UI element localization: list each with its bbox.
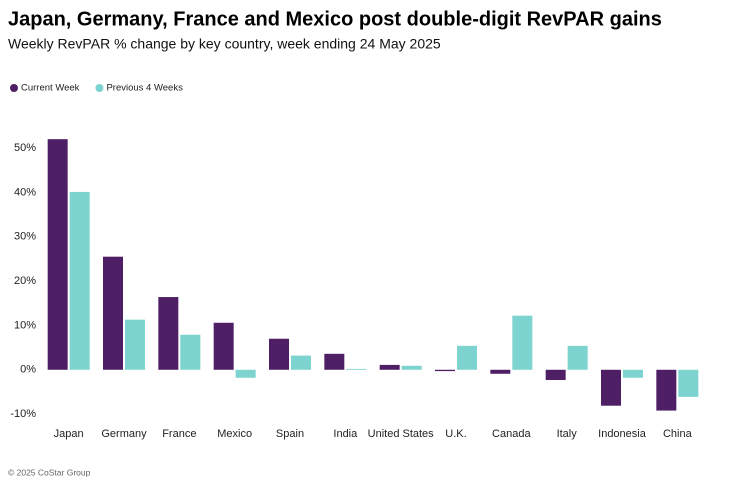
x-tick-label: France	[162, 428, 196, 440]
bar	[324, 353, 345, 370]
bar	[158, 297, 179, 370]
source: © 2025 CoStar Group	[8, 467, 91, 477]
bar	[235, 369, 256, 378]
bar	[512, 315, 533, 370]
bar	[435, 369, 455, 372]
x-tick-label: Italy	[557, 428, 578, 440]
y-tick-label: 30%	[14, 231, 36, 243]
bar	[47, 139, 68, 370]
bar	[678, 369, 699, 397]
x-tick-label: Japan	[54, 428, 84, 440]
bar	[601, 369, 621, 406]
x-tick-label: India	[333, 428, 358, 440]
bar	[457, 345, 477, 370]
bar	[269, 338, 289, 370]
x-tick-label: Canada	[492, 428, 531, 440]
x-tick-label: U.K.	[445, 428, 466, 440]
y-tick-label: 50%	[14, 142, 36, 154]
x-tick-label: Mexico	[217, 428, 252, 440]
bar	[103, 256, 123, 370]
y-tick-label: 20%	[14, 275, 36, 287]
x-tick-label: Germany	[101, 428, 147, 440]
legend-label: Previous 4 Weeks	[106, 83, 183, 94]
legend-swatch	[95, 84, 104, 92]
bar	[69, 191, 90, 370]
x-tick-label: United States	[368, 428, 435, 440]
bar	[213, 322, 234, 370]
legend-label: Current Week	[21, 83, 80, 94]
bar	[623, 369, 643, 378]
bar	[545, 369, 566, 380]
bar	[291, 355, 311, 370]
bar	[180, 334, 201, 370]
x-tick-label: China	[663, 428, 693, 440]
y-tick-label: 0%	[20, 364, 36, 376]
chart-subtitle: Weekly RevPAR % change by key country, w…	[8, 36, 441, 52]
x-tick-label: Spain	[276, 428, 304, 440]
bar	[401, 365, 422, 370]
y-tick-label: -10%	[10, 408, 36, 420]
x-tick-label: Indonesia	[598, 428, 647, 440]
legend-swatch	[10, 84, 18, 92]
bar	[490, 369, 511, 374]
chart-title: Japan, Germany, France and Mexico post d…	[8, 8, 662, 30]
bar	[125, 319, 145, 370]
y-tick-label: 10%	[14, 319, 36, 331]
y-tick-label: 40%	[14, 186, 36, 198]
bar	[379, 364, 400, 370]
bar	[656, 369, 677, 411]
bar	[346, 368, 367, 370]
bar	[567, 345, 588, 370]
